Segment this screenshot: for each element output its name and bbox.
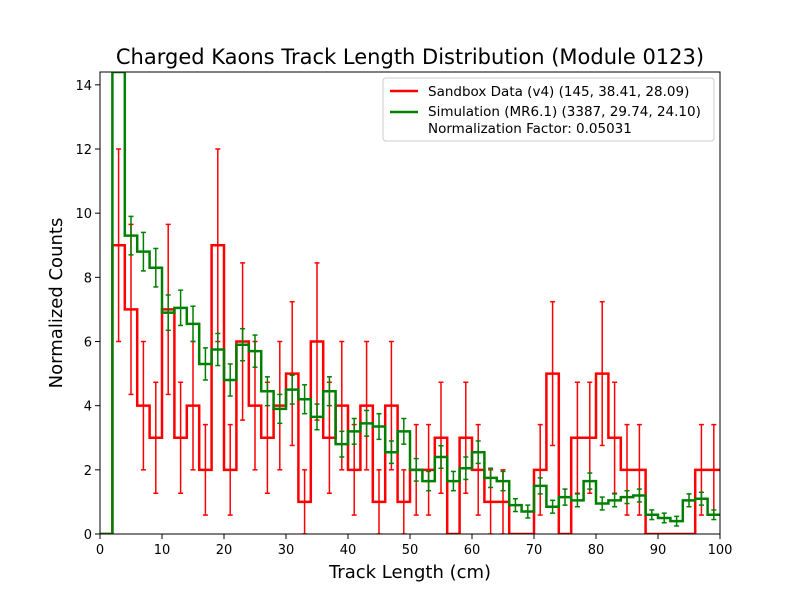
x-tick-label: 50 — [402, 543, 419, 558]
error-bar-simulation — [674, 515, 680, 527]
error-bar-simulation — [302, 384, 308, 415]
error-bar-data — [227, 423, 233, 516]
error-bar-simulation — [252, 334, 258, 368]
x-axis-label: Track Length (cm) — [328, 562, 491, 583]
error-bar-simulation — [612, 493, 618, 508]
error-bar-simulation — [636, 488, 642, 503]
error-bar-simulation — [500, 470, 506, 492]
error-bar-simulation — [289, 374, 295, 405]
x-tick-label: 100 — [708, 543, 733, 558]
error-bar-simulation — [364, 409, 370, 437]
x-tick-label: 0 — [96, 543, 104, 558]
error-bar-simulation — [488, 467, 494, 489]
error-bar-simulation — [202, 347, 208, 381]
series-simulation — [100, 72, 720, 534]
x-axis: 0 10 20 30 40 50 60 70 80 90 100 — [96, 534, 733, 558]
error-bar-data — [116, 148, 122, 343]
error-bar-simulation — [624, 489, 630, 505]
error-bar-simulation — [413, 457, 419, 482]
y-tick-label: 4 — [84, 400, 92, 415]
legend-normalization-factor: Normalization Factor: 0.05031 — [428, 121, 632, 137]
error-bar-simulation — [165, 294, 171, 332]
error-bar-simulation — [463, 456, 469, 481]
x-tick-label: 60 — [464, 543, 481, 558]
error-bar-simulation — [351, 417, 357, 445]
error-bar-simulation — [227, 363, 233, 397]
error-bar-simulation — [599, 496, 605, 511]
error-bar-simulation — [339, 430, 345, 458]
error-bar-simulation — [326, 376, 332, 407]
error-bar-simulation — [438, 445, 444, 469]
legend-entry-data: Sandbox Data (v4) (145, 38.41, 28.09) — [428, 84, 689, 100]
x-tick-label: 70 — [526, 543, 543, 558]
chart-title: Charged Kaons Track Length Distribution … — [116, 45, 704, 69]
error-bar-simulation — [512, 497, 518, 513]
error-bar-simulation — [140, 231, 146, 272]
error-bar-data — [401, 469, 407, 534]
plot-area — [99, 71, 721, 535]
error-bar-simulation — [128, 215, 134, 256]
error-bar-simulation — [649, 509, 655, 521]
error-bar-simulation — [401, 417, 407, 445]
error-bar-simulation — [698, 491, 704, 506]
y-tick-label: 6 — [84, 336, 92, 351]
y-axis: 0 2 4 6 8 10 12 14 — [75, 79, 100, 543]
y-tick-label: 8 — [84, 271, 92, 286]
error-bar-data — [599, 300, 605, 447]
error-bar-simulation — [190, 305, 196, 343]
error-bar-simulation — [475, 440, 481, 465]
error-bar-simulation — [574, 493, 580, 508]
x-tick-label: 20 — [216, 543, 233, 558]
error-bar-simulation — [661, 512, 667, 524]
error-bar-data — [302, 469, 308, 534]
error-bar-data — [202, 423, 208, 516]
error-bar-data — [289, 300, 295, 447]
x-tick-label: 30 — [278, 543, 295, 558]
error-bar-data — [178, 381, 184, 495]
error-bar-simulation — [550, 499, 556, 514]
error-bar-data — [426, 423, 432, 516]
error-bar-data — [153, 381, 159, 495]
legend-box — [382, 77, 715, 142]
x-tick-label: 10 — [154, 543, 171, 558]
error-bar-simulation — [686, 493, 692, 508]
legend-entry-simulation: Simulation (MR6.1) (3387, 29.74, 24.10) — [428, 104, 701, 120]
x-tick-label: 90 — [650, 543, 667, 558]
error-bar-data — [438, 381, 444, 495]
error-bar-simulation — [426, 470, 432, 492]
error-bar-data — [140, 340, 146, 471]
y-tick-label: 14 — [75, 79, 92, 94]
error-bar-data — [364, 340, 370, 471]
error-bar-simulation — [450, 470, 456, 492]
y-tick-label: 2 — [84, 464, 92, 479]
error-bar-simulation — [178, 289, 184, 327]
error-bar-simulation — [153, 247, 159, 288]
error-bar-simulation — [587, 472, 593, 490]
y-tick-label: 0 — [84, 528, 92, 543]
error-bar-simulation — [525, 504, 531, 519]
error-bar-data — [376, 469, 382, 534]
error-bar-simulation — [215, 332, 221, 367]
error-bar-simulation — [711, 509, 717, 521]
x-tick-label: 40 — [340, 543, 357, 558]
error-bar-simulation — [264, 376, 270, 407]
error-bar-data — [550, 300, 556, 447]
y-tick-label: 10 — [75, 207, 92, 222]
error-bar-simulation — [240, 327, 246, 362]
error-bar-data — [537, 423, 543, 516]
error-bar-simulation — [376, 412, 382, 441]
legend: Sandbox Data (v4) (145, 38.41, 28.09) Si… — [382, 77, 715, 142]
x-tick-label: 80 — [588, 543, 605, 558]
error-bar-data — [475, 423, 481, 516]
y-axis-label: Normalized Counts — [46, 218, 67, 389]
error-bar-simulation — [562, 488, 568, 506]
error-bar-simulation — [314, 403, 320, 431]
y-tick-label: 12 — [75, 143, 92, 158]
error-bar-simulation — [277, 393, 283, 425]
error-bar-simulation — [537, 477, 543, 495]
error-bar-simulation — [388, 440, 394, 465]
series-line-data — [100, 244, 720, 534]
